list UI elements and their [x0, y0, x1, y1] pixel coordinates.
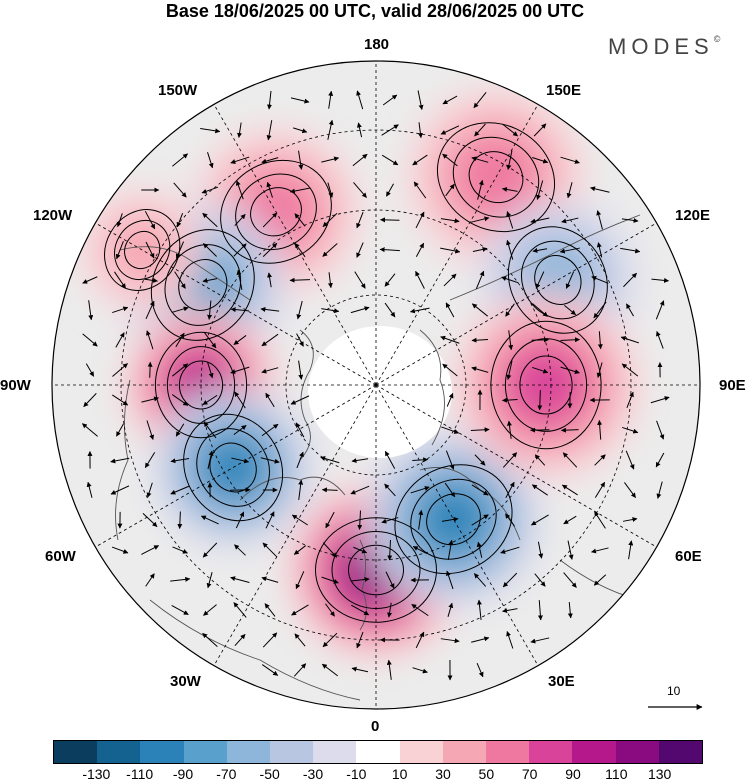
colorbar-tick-label: 130 [648, 766, 671, 782]
colorbar-swatch [572, 741, 615, 763]
colorbar-tick-label: 30 [435, 766, 451, 782]
lon-label-60e: 60E [675, 548, 702, 565]
colorbar-swatch [313, 741, 356, 763]
colorbar-tick-label: -30 [303, 766, 323, 782]
colorbar-swatch [529, 741, 572, 763]
polar-map [0, 0, 750, 735]
colorbar-swatch [54, 741, 97, 763]
colorbar-swatch [616, 741, 659, 763]
colorbar [53, 740, 703, 764]
lon-label-120e: 120E [675, 207, 710, 224]
lon-label-150e: 150E [546, 82, 581, 99]
lon-label-150w: 150W [158, 82, 197, 99]
colorbar-swatch [270, 741, 313, 763]
colorbar-swatch [443, 741, 486, 763]
lon-label-120w: 120W [33, 207, 72, 224]
wind-vector [150, 362, 151, 377]
colorbar-tick-label: -50 [260, 766, 280, 782]
colorbar-labels: -130 -110 -90 -70 -50 -30 -10 10 30 50 70 90 110 130 [0, 766, 750, 784]
wind-vector [322, 490, 337, 491]
colorbar-tick-label: 10 [392, 766, 408, 782]
lon-label-90e: 90E [719, 377, 746, 394]
colorbar-tick-label: 110 [605, 766, 627, 782]
lon-label-0: 0 [371, 718, 379, 735]
lon-label-30e: 30E [548, 673, 575, 690]
lon-label-30w: 30W [170, 673, 201, 690]
lon-label-180: 180 [364, 36, 389, 53]
colorbar-swatch [486, 741, 529, 763]
colorbar-tick-label: -70 [216, 766, 236, 782]
colorbar-swatch [400, 741, 443, 763]
lon-label-60w: 60W [45, 548, 76, 565]
colorbar-tick-label: -130 [82, 766, 110, 782]
colorbar-tick-label: 50 [479, 766, 495, 782]
colorbar-swatch [97, 741, 140, 763]
colorbar-tick-label: 70 [522, 766, 538, 782]
colorbar-tick-label: 90 [565, 766, 581, 782]
colorbar-tick-label: -10 [346, 766, 366, 782]
colorbar-swatch [659, 741, 702, 763]
colorbar-swatch [356, 741, 399, 763]
colorbar-tick-label: -90 [173, 766, 193, 782]
wind-vector [381, 220, 400, 221]
colorbar-swatch [227, 741, 270, 763]
colorbar-swatch [184, 741, 227, 763]
colorbar-tick-label: -110 [126, 766, 153, 782]
wind-scale-label: 10 [667, 684, 680, 698]
lon-label-90w: 90W [0, 377, 31, 394]
colorbar-swatch [140, 741, 183, 763]
